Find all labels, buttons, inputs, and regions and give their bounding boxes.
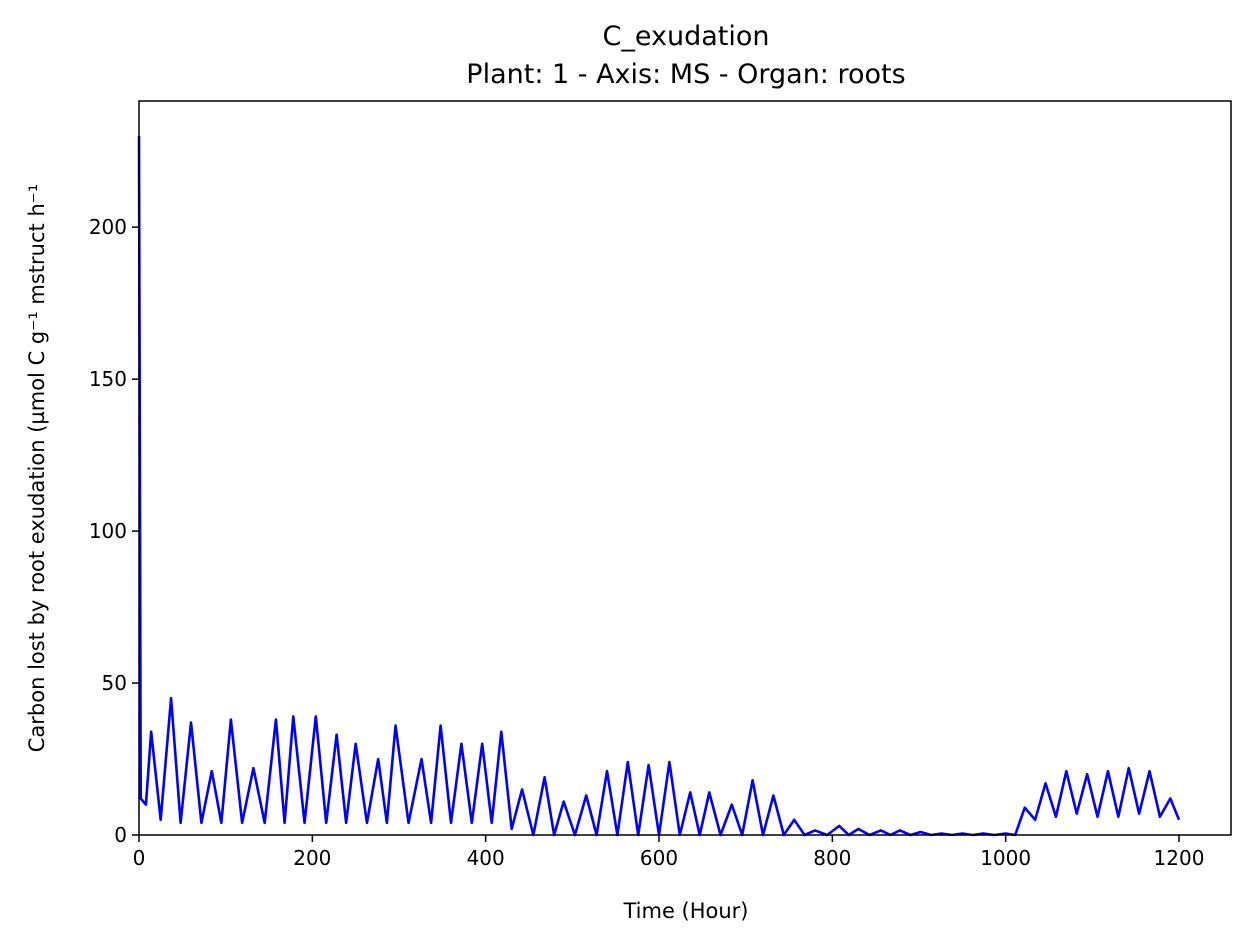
y-tick-label: 150 xyxy=(89,367,127,391)
x-tick-label: 800 xyxy=(813,846,851,870)
y-tick-label: 0 xyxy=(114,823,127,847)
chart-subtitle: Plant: 1 - Axis: MS - Organ: roots xyxy=(466,59,905,90)
y-tick-label: 100 xyxy=(89,519,127,543)
x-axis-label: Time (Hour) xyxy=(622,899,748,923)
x-tick-label: 1000 xyxy=(980,846,1031,870)
line-series xyxy=(137,135,1181,837)
y-tick-label: 200 xyxy=(89,215,127,239)
x-tick-label: 200 xyxy=(293,846,331,870)
x-tick-label: 0 xyxy=(133,846,146,870)
x-tick-label: 600 xyxy=(640,846,678,870)
y-axis-label: Carbon lost by root exudation (µmol C g⁻… xyxy=(25,184,49,753)
plot-frame xyxy=(138,100,1232,836)
chart-title: C_exudation xyxy=(603,21,770,52)
x-tick-label: 400 xyxy=(467,846,505,870)
x-tick-label: 1200 xyxy=(1154,846,1205,870)
y-tick-label: 50 xyxy=(102,671,127,695)
